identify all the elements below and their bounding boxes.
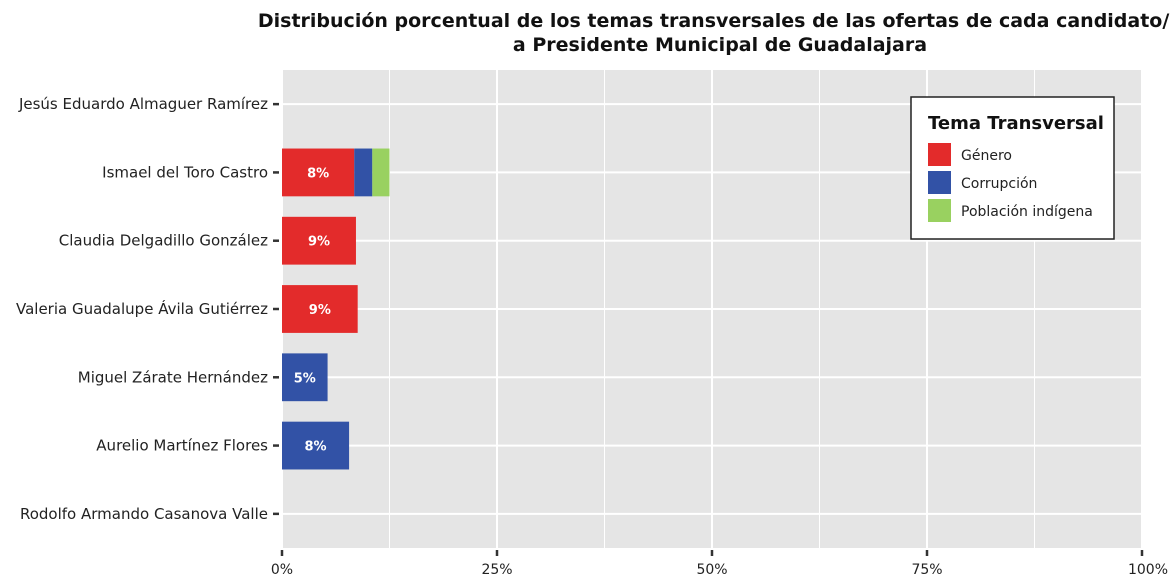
- chart-title-line-2: a Presidente Municipal de Guadalajara: [513, 34, 927, 56]
- legend-label: Género: [961, 148, 1012, 164]
- category-label: Claudia Delgadillo González: [59, 232, 268, 250]
- legend-title: Tema Transversal: [928, 113, 1104, 134]
- category-label: Valeria Guadalupe Ávila Gutiérrez: [16, 299, 268, 318]
- chart-title-line-1: Distribución porcentual de los temas tra…: [258, 10, 1170, 32]
- category-label: Miguel Zárate Hernández: [78, 368, 268, 386]
- legend-swatch: [928, 143, 951, 166]
- data-label: 9%: [308, 235, 330, 250]
- bar-segment: [354, 148, 373, 197]
- legend: Tema Transversal Género Corrupción Població…: [910, 96, 1115, 240]
- legend-label: Corrupción: [961, 176, 1037, 192]
- bar-segment: [282, 285, 358, 333]
- data-label: 8%: [305, 440, 327, 455]
- data-label: 9%: [309, 303, 331, 318]
- data-label: 8%: [307, 166, 329, 181]
- category-label: Rodolfo Armando Casanova Valle: [20, 505, 268, 523]
- bar-segment: [372, 148, 390, 197]
- legend-swatch: [928, 199, 951, 222]
- data-label: 5%: [294, 371, 316, 386]
- x-tick-label: 50%: [696, 562, 727, 578]
- bars: [282, 148, 390, 470]
- x-axis: 0% 25% 50% 75% 100%: [271, 550, 1168, 578]
- category-label: Jesús Eduardo Almaguer Ramírez: [18, 95, 268, 113]
- bar-segment: [282, 216, 356, 265]
- x-tick-label: 75%: [911, 562, 942, 578]
- bar-labels: 8% 9% 9% 5% 8%: [294, 166, 331, 454]
- bar-segment: [282, 421, 350, 470]
- x-tick-label: 0%: [271, 562, 293, 578]
- category-label: Aurelio Martínez Flores: [96, 437, 268, 455]
- category-label: Ismael del Toro Castro: [102, 163, 268, 181]
- legend-label: Población indígena: [961, 204, 1093, 220]
- x-tick-label: 25%: [481, 562, 512, 578]
- x-tick-label: 100%: [1128, 562, 1168, 578]
- bar-segment: [282, 353, 328, 402]
- y-axis: Jesús Eduardo Almaguer Ramírez Ismael del…: [16, 95, 279, 523]
- bar-segment: [282, 148, 355, 197]
- legend-swatch: [928, 171, 951, 194]
